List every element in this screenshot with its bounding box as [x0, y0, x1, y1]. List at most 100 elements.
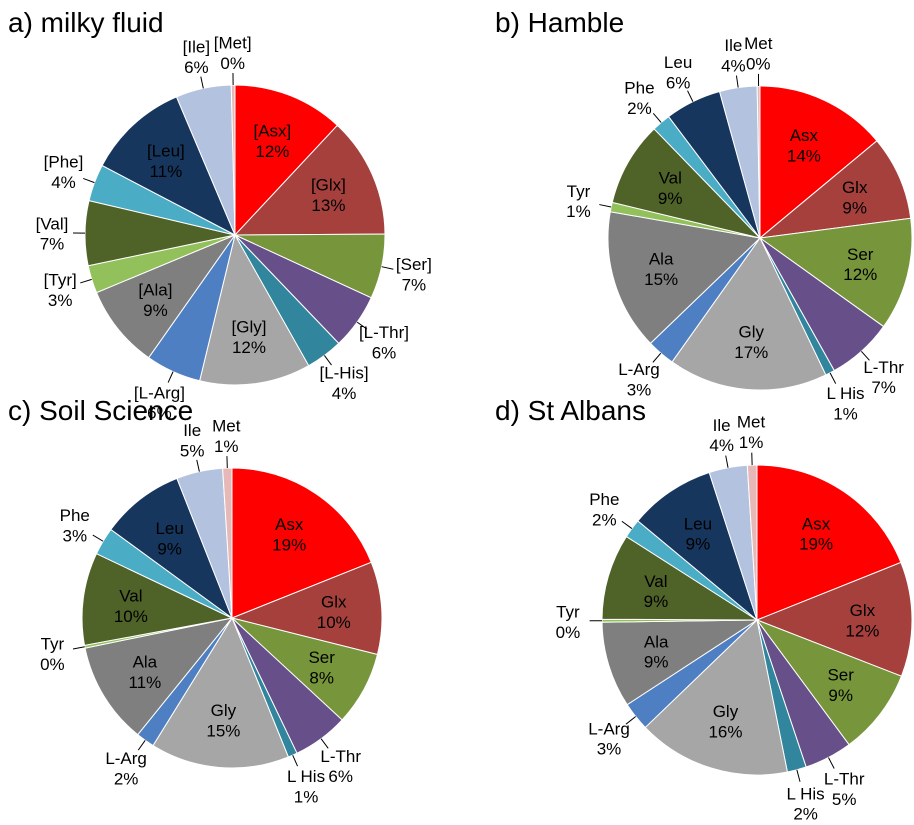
slice-label: Asx 19%	[799, 514, 833, 553]
slice-category: L-Arg	[588, 719, 630, 738]
slice-label: [Ser] 7%	[396, 255, 432, 294]
slice-label: Leu 9%	[155, 519, 183, 558]
slice-category: Ala	[649, 250, 674, 269]
slice-value: 8%	[309, 669, 334, 688]
slice-category: Glx	[850, 601, 876, 620]
slice-value: 9%	[658, 189, 683, 208]
slice-category: Tyr	[41, 635, 65, 654]
leader-line	[599, 204, 612, 208]
slice-category: Val	[644, 572, 667, 591]
pie-slice	[755, 618, 903, 746]
slice-category: Gly	[739, 323, 765, 342]
slice-label: Tyr 1%	[566, 182, 591, 221]
slice-category: L-Arg	[618, 360, 660, 379]
slice-label: Ala 11%	[128, 653, 161, 692]
pie-slice	[637, 471, 759, 622]
slice-value: 12%	[845, 622, 879, 641]
slice-value: 1%	[739, 433, 764, 452]
slice-label: L-Arg 3%	[588, 719, 630, 758]
slice-category: Ser	[827, 666, 854, 685]
slice-value: 0%	[40, 655, 65, 674]
leader-line	[621, 520, 633, 529]
leader-line	[83, 177, 95, 184]
slice-label: Ser 12%	[843, 245, 877, 284]
slice-category: [Tyr]	[44, 271, 77, 290]
slice-category: Phe	[589, 490, 619, 509]
slice-category: [Asx]	[254, 122, 292, 141]
slice-value: 6%	[372, 343, 397, 362]
slice-label: [Ala] 9%	[138, 280, 172, 319]
slice-category: [Phe]	[44, 153, 84, 172]
slice-label: [Glx] 13%	[311, 176, 346, 215]
slice-value: 2%	[793, 805, 818, 824]
slice-label: Ser 8%	[308, 648, 335, 687]
slice-value: 9%	[644, 592, 669, 611]
slice-label: Phe 2%	[624, 79, 654, 118]
slice-category: L His	[826, 384, 864, 403]
pie-slice	[755, 561, 913, 677]
pie-slice	[230, 561, 383, 656]
slice-value: 15%	[644, 270, 678, 289]
leader-line	[320, 738, 329, 749]
slice-value: 3%	[48, 291, 73, 310]
leader-line	[735, 75, 739, 88]
slice-label: L-Thr 5%	[824, 769, 865, 808]
slice-category: Leu	[664, 53, 692, 72]
slice-label: L His 1%	[287, 767, 325, 806]
slice-value: 2%	[114, 769, 139, 788]
slice-label: Ala 9%	[644, 632, 669, 671]
pie-slice	[81, 553, 234, 646]
slice-label: Val 9%	[644, 572, 669, 611]
slice-category: Met	[737, 413, 766, 432]
slice-label: Asx 14%	[787, 126, 821, 165]
slice-category: Ile	[183, 421, 201, 440]
slice-value: 5%	[832, 790, 857, 809]
slice-label: Met 1%	[737, 413, 766, 452]
pie-slice	[746, 464, 758, 621]
slice-category: Met	[212, 417, 241, 436]
slice-label: [Asx] 12%	[254, 122, 292, 161]
leader-line	[80, 278, 92, 284]
slice-category: Phe	[624, 79, 654, 98]
slice-label: [Val] 7%	[36, 214, 69, 253]
slice-value: 7%	[402, 276, 427, 295]
pie-slice	[95, 233, 237, 359]
pie-slice	[756, 464, 902, 621]
slice-label: L-Thr 6%	[320, 747, 361, 786]
slice-category: [Gly]	[232, 318, 267, 337]
slice-value: 4%	[709, 436, 734, 455]
pie-slice	[84, 617, 234, 736]
slice-label: [L-Arg] 6%	[134, 383, 185, 422]
slice-value: 10%	[317, 613, 351, 632]
pie-slice	[234, 84, 339, 237]
pie-slice	[152, 616, 290, 769]
slice-value: 0%	[220, 54, 245, 73]
slice-category: [Val]	[36, 214, 69, 233]
slice-value: 12%	[843, 265, 877, 284]
slice-label: Gly 17%	[734, 323, 768, 362]
leader-line	[652, 352, 662, 363]
leader-line	[725, 455, 729, 468]
slice-value: 4%	[721, 56, 746, 75]
slice-value: 10%	[114, 607, 148, 626]
slice-category: L-Thr	[824, 769, 865, 788]
pie-slice	[607, 211, 762, 345]
slice-value: 3%	[627, 381, 652, 400]
pie-slice	[758, 140, 912, 239]
slice-label: Phe 3%	[60, 506, 90, 545]
slice-label: Ala 15%	[644, 250, 678, 289]
slice-label: Met 0%	[744, 34, 773, 73]
chart-title: d) St Albans	[495, 395, 646, 426]
leader-line	[381, 266, 394, 270]
slice-label: Tyr 0%	[40, 635, 65, 674]
slice-label: Phe 2%	[589, 490, 619, 529]
slice-value: 1%	[566, 202, 591, 221]
slice-value: 14%	[787, 146, 821, 165]
slice-category: Ala	[133, 653, 158, 672]
slice-label: Asx 19%	[272, 515, 306, 554]
slice-category: Tyr	[556, 602, 580, 621]
slice-category: Phe	[60, 506, 90, 525]
slice-category: Ser	[847, 245, 874, 264]
